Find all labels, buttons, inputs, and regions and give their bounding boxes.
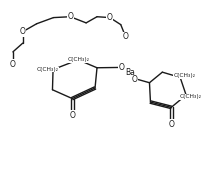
Text: O: O [118, 63, 124, 72]
Text: C(CH₃)₂: C(CH₃)₂ [179, 94, 200, 99]
Text: O: O [167, 120, 173, 129]
Text: O: O [20, 27, 26, 36]
Text: O: O [122, 32, 128, 42]
Text: O: O [67, 12, 73, 21]
Text: O: O [106, 13, 112, 22]
Text: C(CH₃)₂: C(CH₃)₂ [67, 57, 89, 62]
Text: O: O [131, 75, 137, 84]
Text: O: O [10, 60, 16, 69]
Text: O: O [69, 111, 75, 120]
Text: C(CH₃)₂: C(CH₃)₂ [173, 73, 195, 78]
Text: C(CH₃)₂: C(CH₃)₂ [37, 67, 59, 72]
Text: Ba: Ba [125, 68, 135, 77]
